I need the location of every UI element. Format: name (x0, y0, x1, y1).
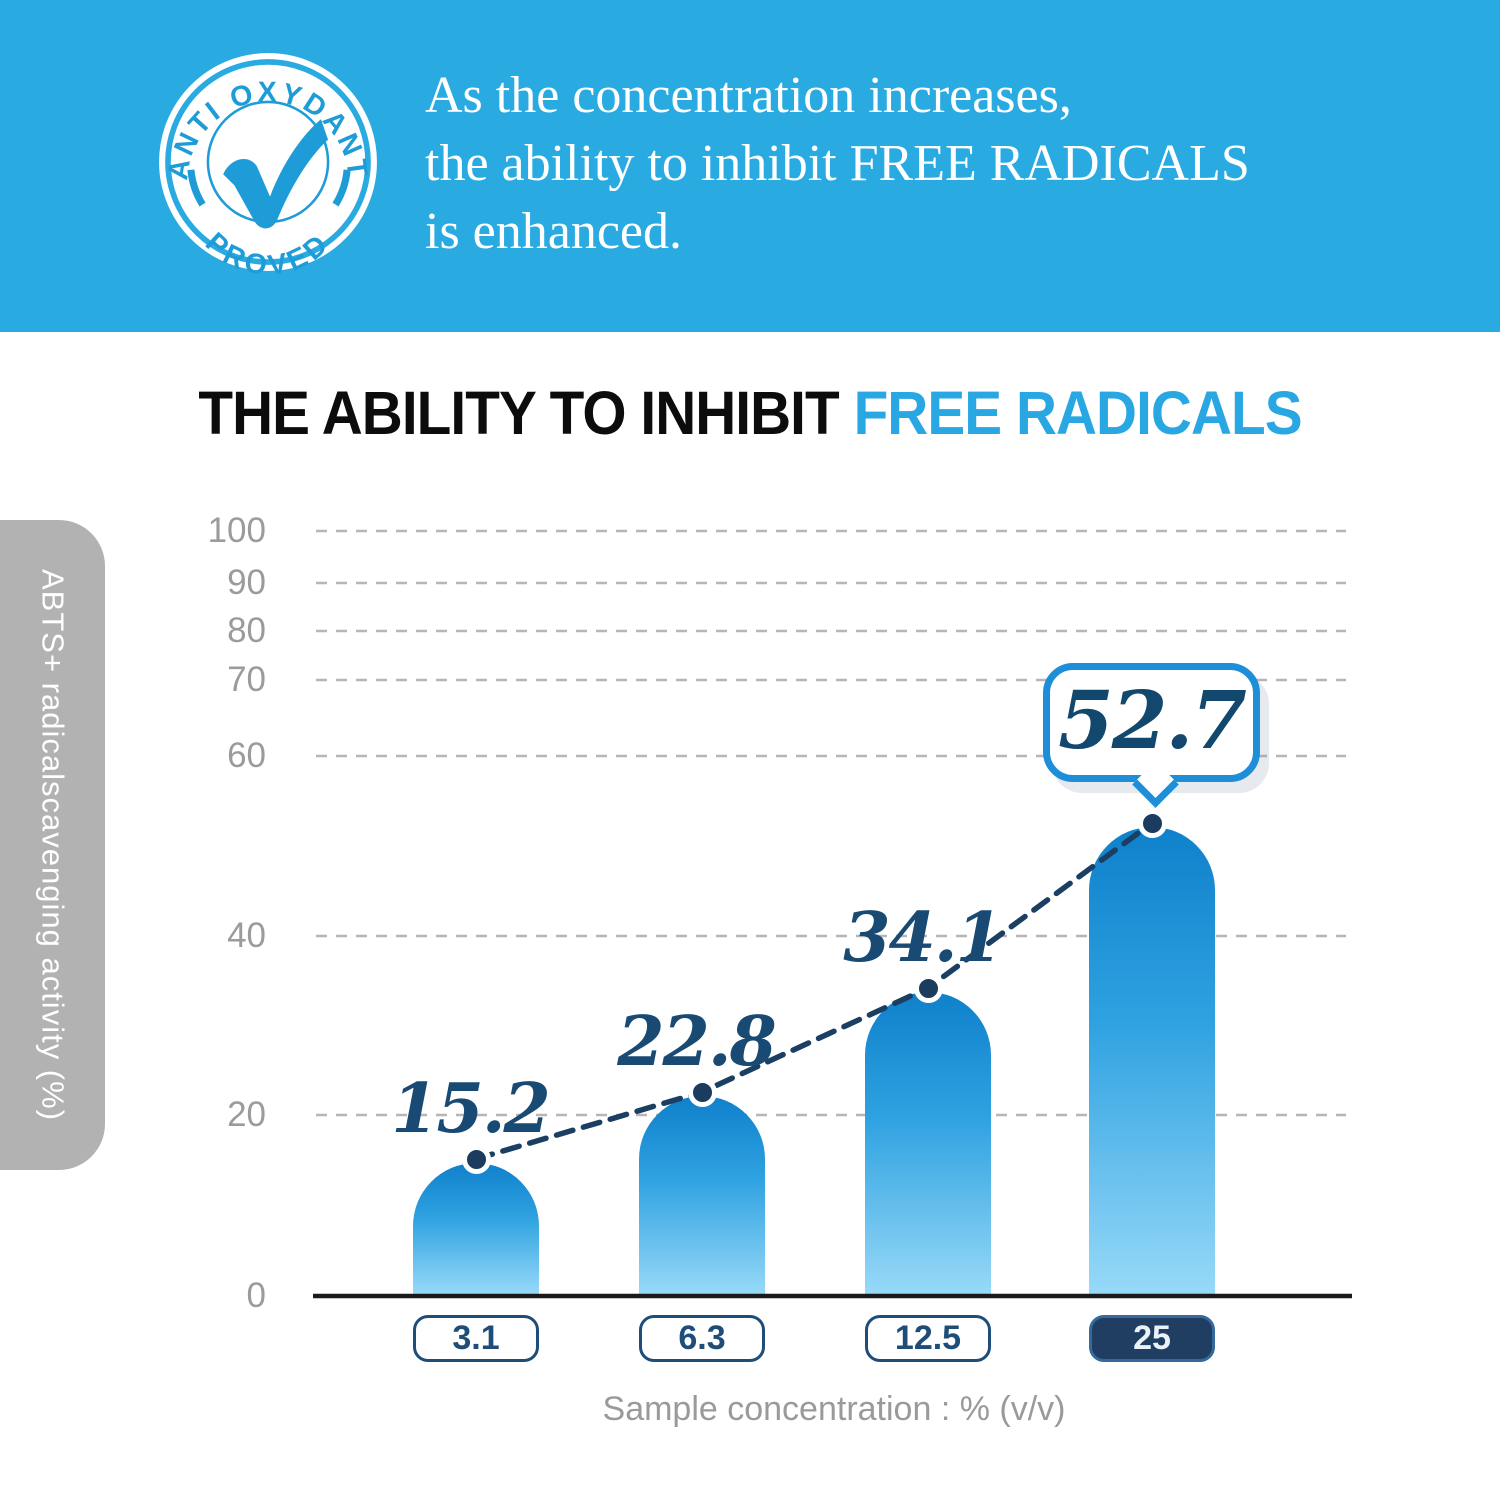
y-axis-label: ABTS+ radicalscavenging activity (%) (35, 568, 71, 1121)
chart-title: THE ABILITY TO INHIBIT FREE RADICALS (53, 378, 1448, 448)
y-tick-label-100: 100 (207, 511, 266, 550)
bar-3.1 (413, 1163, 539, 1294)
badge-left-separator (187, 169, 206, 207)
chart-title-black: THE ABILITY TO INHIBIT (198, 379, 854, 447)
data-point-dot-25 (1137, 808, 1167, 838)
x-tick-pill-3.1: 3.1 (413, 1315, 539, 1362)
bar-6.3 (639, 1096, 765, 1294)
x-tick-pill-12.5: 12.5 (865, 1315, 991, 1362)
callout-value: 52.7 (1058, 672, 1247, 767)
y-tick-label-80: 80 (227, 611, 266, 650)
y-tick-label-20: 20 (227, 1095, 266, 1134)
x-axis-label: Sample concentration : % (v/v) (602, 1390, 1066, 1428)
y-axis-title-panel: ABTS+ radicalscavenging activity (%) (0, 520, 105, 1170)
antioxydant-badge: ANTI OXYDANT PROVED (159, 53, 377, 274)
banner-text-line: As the concentration increases, (425, 67, 1072, 124)
chart-title-blue: FREE RADICALS (853, 379, 1303, 447)
bar-12.5 (865, 992, 991, 1294)
badge-right-separator (332, 169, 351, 207)
value-label-34.1: 34.1 (843, 898, 1003, 978)
banner-text-line: is enhanced. (425, 203, 683, 260)
y-tick-label-90: 90 (227, 563, 266, 602)
badge-band (170, 64, 366, 260)
banner-text: As the concentration increases, the abil… (425, 62, 1250, 266)
banner: ANTI OXYDANT PROVED As the concentration… (0, 0, 1500, 332)
value-label-22.8: 22.8 (617, 1002, 777, 1082)
callout-bubble: 52.7 (1043, 663, 1260, 782)
y-tick-label-60: 60 (227, 736, 266, 775)
y-tick-label-40: 40 (227, 916, 266, 955)
checkmark-icon (223, 119, 329, 229)
badge-outer-ring (159, 53, 377, 271)
x-tick-pill-6.3: 6.3 (639, 1315, 765, 1362)
x-tick-pill-25: 25 (1089, 1315, 1215, 1362)
y-tick-label-0: 0 (246, 1276, 266, 1315)
banner-text-line: the ability to inhibit FREE RADICALS (425, 135, 1250, 192)
y-tick-label-70: 70 (227, 660, 266, 699)
